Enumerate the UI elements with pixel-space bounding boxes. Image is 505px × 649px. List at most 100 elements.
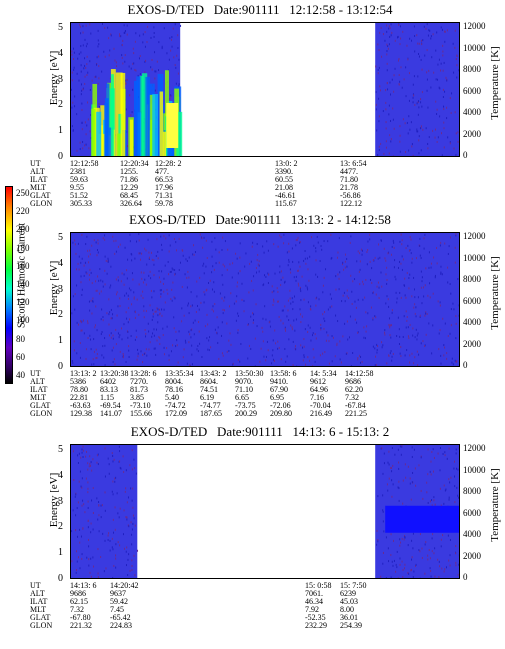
texture-mark (72, 129, 74, 132)
texture-mark (291, 247, 293, 250)
texture-mark (129, 233, 131, 236)
texture-mark (158, 41, 160, 44)
texture-mark (385, 259, 387, 262)
texture-mark (420, 98, 422, 101)
texture-mark (84, 261, 86, 264)
y-tick-label: 0 (58, 151, 63, 162)
texture-mark (203, 262, 205, 265)
texture-mark (429, 29, 431, 32)
y-right-tick-label: 10000 (463, 42, 486, 53)
texture-mark (432, 533, 434, 536)
texture-mark (182, 254, 184, 257)
texture-mark (458, 314, 459, 317)
texture-mark (125, 516, 127, 519)
texture-mark (127, 574, 129, 577)
texture-mark (410, 238, 412, 241)
texture-mark (415, 257, 417, 260)
texture-mark (124, 246, 126, 249)
texture-mark (97, 239, 99, 242)
texture-mark (412, 547, 414, 550)
texture-mark (399, 260, 401, 263)
texture-mark (219, 292, 221, 295)
texture-mark (126, 518, 128, 521)
texture-mark (80, 45, 82, 48)
texture-mark (159, 312, 161, 315)
texture-mark (414, 303, 416, 306)
texture-mark (71, 155, 73, 156)
ephemeris-cell: 224.83 (110, 621, 132, 630)
texture-mark (125, 108, 127, 111)
texture-mark (410, 569, 412, 572)
texture-mark (83, 274, 85, 277)
texture-mark (126, 516, 128, 519)
texture-mark (79, 470, 81, 473)
texture-mark (437, 300, 439, 303)
texture-mark (266, 340, 268, 343)
texture-mark (372, 345, 374, 348)
texture-mark (114, 506, 116, 509)
texture-mark (419, 550, 421, 553)
texture-mark (392, 239, 394, 242)
texture-mark (213, 281, 215, 284)
texture-mark (414, 356, 416, 359)
texture-mark (455, 132, 457, 135)
texture-mark (265, 359, 267, 362)
texture-mark (398, 83, 400, 86)
ephemeris-cell: 51.52 (70, 191, 88, 200)
y-tick-label: 0 (58, 361, 63, 372)
texture-mark (126, 277, 128, 280)
texture-mark (97, 29, 99, 32)
texture-mark (390, 253, 392, 256)
texture-mark (85, 455, 87, 458)
texture-mark (158, 276, 160, 279)
texture-mark (125, 550, 127, 553)
texture-mark (365, 330, 367, 333)
texture-mark (381, 346, 383, 349)
texture-mark (144, 329, 146, 332)
texture-mark (439, 244, 441, 247)
texture-mark (77, 461, 79, 464)
texture-mark (323, 327, 325, 330)
texture-mark (419, 254, 421, 257)
texture-mark (114, 252, 116, 255)
texture-mark (442, 96, 444, 99)
texture-mark (426, 23, 428, 26)
texture-mark (203, 301, 205, 304)
texture-mark (310, 339, 312, 342)
texture-mark (81, 553, 83, 556)
texture-mark (299, 241, 301, 244)
texture-mark (391, 359, 393, 362)
ephemeris-cell: 62.20 (345, 385, 363, 394)
texture-mark (351, 290, 353, 293)
texture-mark (77, 501, 79, 504)
texture-mark (280, 284, 282, 287)
texture-mark (233, 302, 235, 305)
texture-mark (411, 446, 413, 449)
texture-mark (391, 466, 393, 469)
ephemeris-cell: 8.00 (340, 605, 354, 614)
texture-mark (305, 284, 307, 287)
texture-mark (187, 302, 189, 305)
texture-mark (420, 58, 422, 61)
ephemeris-row-label: ILAT (30, 175, 48, 184)
texture-mark (93, 363, 95, 366)
texture-mark (361, 249, 363, 252)
texture-mark (188, 276, 190, 279)
texture-mark (81, 320, 83, 323)
texture-mark (222, 236, 224, 239)
texture-mark (395, 570, 397, 573)
texture-mark (315, 247, 317, 250)
texture-mark (411, 539, 413, 542)
texture-mark (90, 461, 92, 464)
texture-mark (406, 44, 408, 47)
texture-mark (388, 27, 390, 30)
ephemeris-cell: -73.10 (130, 401, 151, 410)
texture-mark (258, 260, 260, 263)
texture-mark (124, 60, 126, 63)
texture-mark (125, 564, 127, 567)
texture-mark (87, 468, 89, 471)
texture-mark (276, 300, 278, 303)
texture-mark (307, 288, 309, 291)
texture-mark (178, 58, 180, 61)
texture-mark (295, 244, 297, 247)
